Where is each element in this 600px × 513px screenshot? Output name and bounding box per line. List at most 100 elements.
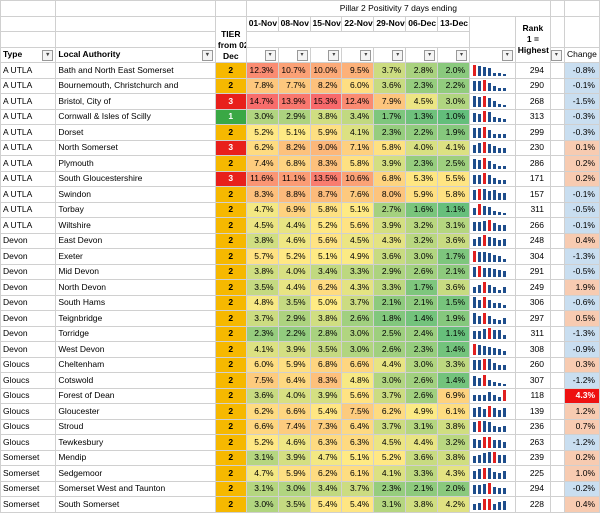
type-cell[interactable]: Somerset [0,480,57,497]
positivity-cell[interactable]: 3.6% [437,232,471,249]
type-header[interactable]: Type ▾ [0,46,57,63]
positivity-cell[interactable]: 11.1% [277,170,311,187]
tier-cell[interactable]: 2 [214,248,247,265]
positivity-cell[interactable]: 3.9% [309,387,343,404]
local-authority-cell[interactable]: Cotswold [55,372,216,389]
positivity-cell[interactable]: 3.9% [277,449,311,466]
rank-cell[interactable]: 268 [514,93,552,110]
positivity-cell[interactable]: 3.1% [437,217,471,234]
positivity-cell[interactable]: 7.5% [341,403,375,420]
tier-cell[interactable]: 2 [214,217,247,234]
date-filter-cell[interactable]: ▾ [245,46,279,63]
filter-dropdown-icon[interactable]: ▾ [296,50,308,62]
positivity-cell[interactable]: 3.0% [341,341,375,358]
positivity-cell[interactable]: 6.3% [341,434,375,451]
tier-cell[interactable]: 2 [214,124,247,141]
positivity-cell[interactable]: 4.1% [373,465,407,482]
positivity-cell[interactable]: 3.0% [245,496,279,513]
positivity-cell[interactable]: 8.2% [309,77,343,94]
positivity-cell[interactable]: 4.4% [405,434,439,451]
type-cell[interactable]: Gloucs [0,372,57,389]
rank-cell[interactable]: 313 [514,108,552,125]
positivity-cell[interactable]: 2.1% [405,480,439,497]
positivity-cell[interactable]: 3.4% [309,480,343,497]
positivity-cell[interactable]: 3.5% [309,341,343,358]
positivity-cell[interactable]: 3.7% [245,310,279,327]
positivity-cell[interactable]: 2.1% [437,263,471,280]
change-cell[interactable]: -1.2% [563,434,600,451]
positivity-cell[interactable]: 4.4% [277,217,311,234]
positivity-cell[interactable]: 2.7% [373,201,407,218]
change-cell[interactable]: -0.3% [563,108,600,125]
tier-cell[interactable]: 2 [214,310,247,327]
type-cell[interactable]: Gloucs [0,418,57,435]
positivity-cell[interactable]: 4.8% [341,372,375,389]
positivity-cell[interactable]: 6.4% [341,418,375,435]
rank-cell[interactable]: 286 [514,155,552,172]
change-cell[interactable]: 0.5% [563,310,600,327]
type-cell[interactable]: Gloucs [0,434,57,451]
change-cell[interactable]: 0.4% [563,496,600,513]
tier-cell[interactable]: 3 [214,139,247,156]
positivity-cell[interactable]: 1.4% [405,310,439,327]
positivity-cell[interactable]: 6.6% [341,356,375,373]
positivity-cell[interactable]: 6.8% [373,170,407,187]
type-cell[interactable]: Somerset [0,449,57,466]
local-authority-cell[interactable]: Cornwall & Isles of Scilly [55,108,216,125]
positivity-cell[interactable]: 3.7% [373,418,407,435]
positivity-cell[interactable]: 2.3% [245,325,279,342]
positivity-cell[interactable]: 4.9% [405,403,439,420]
positivity-cell[interactable]: 3.1% [245,449,279,466]
positivity-cell[interactable]: 2.3% [405,341,439,358]
local-authority-cell[interactable]: Teignbridge [55,310,216,327]
positivity-cell[interactable]: 3.1% [373,496,407,513]
rank-cell[interactable]: 304 [514,248,552,265]
positivity-cell[interactable]: 12.3% [245,62,279,79]
rank-cell[interactable]: 311 [514,201,552,218]
positivity-cell[interactable]: 2.3% [405,77,439,94]
positivity-cell[interactable]: 3.8% [245,263,279,280]
positivity-cell[interactable]: 8.0% [373,186,407,203]
positivity-cell[interactable]: 3.6% [405,449,439,466]
type-cell[interactable]: Devon [0,294,57,311]
local-authority-cell[interactable]: Bristol, City of [55,93,216,110]
local-authority-cell[interactable]: Mid Devon [55,263,216,280]
tier-cell[interactable]: 2 [214,372,247,389]
positivity-cell[interactable]: 2.6% [405,372,439,389]
type-cell[interactable]: A UTLA [0,139,57,156]
local-authority-cell[interactable]: Sedgemoor [55,465,216,482]
positivity-cell[interactable]: 5.0% [309,294,343,311]
positivity-cell[interactable]: 8.8% [277,186,311,203]
positivity-cell[interactable]: 4.7% [309,449,343,466]
change-cell[interactable]: 1.0% [563,465,600,482]
positivity-cell[interactable]: 1.7% [405,279,439,296]
positivity-cell[interactable]: 4.0% [277,263,311,280]
type-cell[interactable]: Devon [0,263,57,280]
type-cell[interactable]: A UTLA [0,217,57,234]
rank-cell[interactable]: 230 [514,139,552,156]
positivity-cell[interactable]: 6.4% [277,372,311,389]
positivity-cell[interactable]: 5.8% [309,201,343,218]
date-filter-cell[interactable]: ▾ [373,46,407,63]
rank-cell[interactable]: 263 [514,434,552,451]
positivity-cell[interactable]: 4.1% [245,341,279,358]
positivity-cell[interactable]: 2.6% [341,310,375,327]
rank-cell[interactable]: 307 [514,372,552,389]
rank-cell[interactable]: 239 [514,449,552,466]
type-cell[interactable]: Somerset [0,496,57,513]
rank-cell[interactable]: 299 [514,124,552,141]
positivity-cell[interactable]: 5.8% [437,186,471,203]
tier-cell[interactable]: 2 [214,480,247,497]
filter-dropdown-icon[interactable]: ▾ [201,50,213,62]
positivity-cell[interactable]: 4.6% [277,434,311,451]
date-filter-cell[interactable]: ▾ [309,46,343,63]
positivity-cell[interactable]: 2.3% [405,155,439,172]
positivity-cell[interactable]: 8.3% [309,372,343,389]
filter-dropdown-icon[interactable]: ▾ [392,50,404,62]
positivity-cell[interactable]: 1.8% [373,310,407,327]
change-cell[interactable]: 0.2% [563,449,600,466]
local-authority-cell[interactable]: South Gloucestershire [55,170,216,187]
rank-cell[interactable]: 236 [514,418,552,435]
change-cell[interactable]: 4.3% [563,387,600,404]
type-cell[interactable]: A UTLA [0,170,57,187]
